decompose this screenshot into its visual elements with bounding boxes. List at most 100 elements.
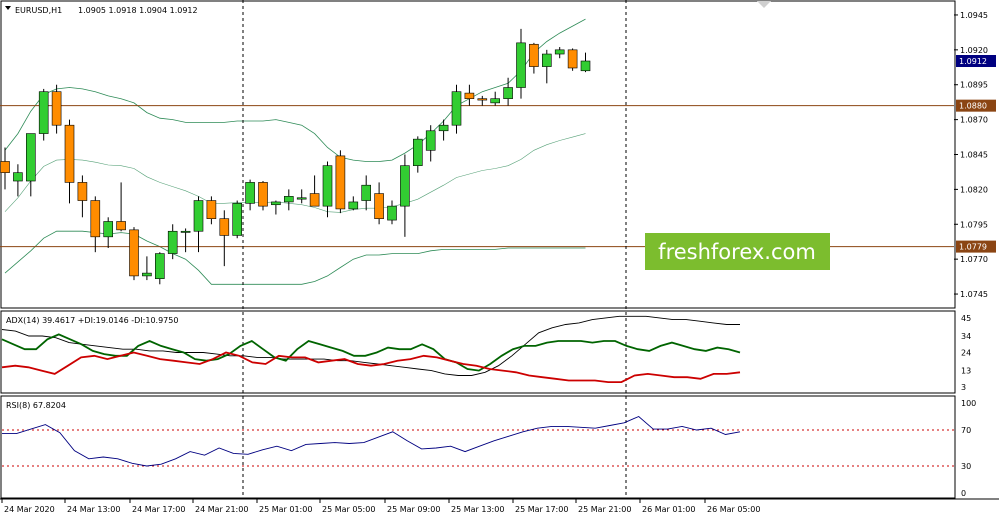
- candle: [116, 182, 126, 232]
- current-price-tag-background: [956, 55, 996, 68]
- candle: [335, 150, 346, 214]
- level-tag-background: [956, 240, 996, 253]
- candle-body-bull: [271, 201, 281, 206]
- candle: [503, 77, 513, 106]
- candle-body-bull: [490, 98, 501, 104]
- candle-body-bear: [374, 193, 384, 219]
- candle: [361, 175, 372, 211]
- adx-title: ADX(14) 39.4617 +DI:19.0146 -DI:10.9750: [6, 316, 178, 325]
- candle: [167, 224, 178, 260]
- candle-body-bear: [51, 91, 62, 126]
- candle-body-bear: [309, 193, 320, 207]
- candle: [0, 147, 10, 190]
- current-price-tag-label: 1.0912: [959, 57, 987, 66]
- candle: [129, 227, 139, 281]
- bollinger-bands: [4, 18, 586, 285]
- candle: [258, 181, 268, 211]
- candle-body-bull: [361, 184, 372, 201]
- candle: [348, 196, 359, 211]
- candle: [309, 175, 320, 207]
- adx-axis-ticks: 45 34 24 13 3: [961, 314, 971, 392]
- time-tick-label: 25 Mar 05:00: [322, 505, 375, 514]
- candle: [219, 210, 230, 267]
- candle: [451, 84, 462, 134]
- candles: [0, 28, 591, 285]
- candle-body-bear: [529, 43, 539, 67]
- candle: [567, 48, 578, 71]
- candle-body-bull: [451, 91, 462, 126]
- candle: [38, 88, 49, 141]
- time-tick-label: 24 Mar 17:00: [132, 505, 185, 514]
- candle: [490, 91, 501, 106]
- candle: [103, 217, 113, 248]
- candle-body-bull: [103, 221, 113, 238]
- adx-tick-label: 45: [961, 314, 971, 323]
- rsi-tick-label: 100: [961, 399, 976, 408]
- candle: [90, 196, 101, 253]
- candle-body-bull: [283, 196, 294, 203]
- time-tick-label: 24 Mar 13:00: [67, 505, 120, 514]
- time-tick-label: 24 Mar 21:00: [195, 505, 248, 514]
- price-tick-label: 1.0920: [960, 46, 988, 55]
- candle-body-bull: [322, 165, 333, 207]
- candle: [516, 28, 526, 99]
- rsi-panel-frame: [0, 395, 956, 499]
- watermark: freshforex.com: [645, 233, 830, 270]
- adx-tick-label: 24: [961, 349, 971, 358]
- candle-body-bear: [0, 161, 10, 173]
- rsi-tick-label: 0: [961, 489, 966, 498]
- candle: [77, 175, 88, 218]
- candle-body-bear: [64, 124, 75, 183]
- price-tick-label: 1.0770: [960, 255, 988, 264]
- candle-body-bull: [167, 230, 178, 254]
- candle-body-bull: [554, 49, 565, 55]
- level-tag-background: [956, 99, 996, 112]
- time-tick-label: 25 Mar 13:00: [451, 505, 504, 514]
- candle-body-bull: [348, 201, 359, 210]
- adx-series-adx-line: [1, 315, 740, 376]
- symbol-label: EURUSD,H1: [15, 6, 62, 15]
- candle: [477, 95, 488, 106]
- candle: [232, 200, 242, 239]
- time-axis-labels: 24 Mar 2020 24 Mar 13:00 24 Mar 17:00 24 Ma…: [1, 499, 760, 514]
- shift-marker-icon[interactable]: [757, 1, 771, 8]
- candle: [374, 182, 384, 225]
- watermark-text: freshforex.com: [658, 240, 816, 264]
- candle-body-bear: [206, 200, 217, 219]
- candle: [554, 47, 565, 59]
- price-tick-label: 1.0870: [960, 116, 988, 125]
- symbol-header: EURUSD,H1 1.0905 1.0918 1.0904 1.0912: [5, 6, 198, 15]
- collapse-triangle-icon[interactable]: [5, 6, 11, 10]
- price-tick-label: 1.0820: [960, 185, 988, 194]
- vertical-separators: [242, 0, 627, 498]
- candle: [400, 154, 410, 237]
- candle-body-bull: [400, 165, 410, 207]
- time-tick-label: 25 Mar 09:00: [387, 505, 440, 514]
- adx-lines: [1, 315, 741, 384]
- candle-body-bear: [90, 200, 101, 238]
- candle: [271, 200, 281, 215]
- candle-body-bull: [438, 124, 449, 132]
- time-tick-label: 25 Mar 21:00: [578, 505, 631, 514]
- candle: [142, 256, 152, 281]
- price-tick-label: 1.0845: [960, 151, 988, 160]
- rsi-series-line: [2, 415, 741, 467]
- time-tick-label: 25 Mar 17:00: [515, 505, 568, 514]
- candle-body-bear: [477, 98, 488, 101]
- candle: [541, 49, 552, 84]
- candle: [412, 136, 423, 173]
- candle-body-bull: [541, 53, 552, 67]
- candle: [464, 84, 475, 106]
- rsi-tick-label: 30: [961, 462, 971, 471]
- time-tick-label: 24 Mar 2020: [4, 505, 55, 514]
- level-tag-label: 1.0779: [959, 243, 987, 252]
- price-tick-label: 1.0795: [960, 220, 988, 229]
- candle: [387, 200, 397, 225]
- candle-body-bull: [180, 230, 191, 233]
- candle: [193, 196, 204, 253]
- candle: [322, 161, 333, 218]
- price-tags: 1.0880 1.0779 1.0912: [956, 55, 996, 253]
- candle: [283, 189, 294, 211]
- time-tick-label: 26 Mar 05:00: [707, 505, 760, 514]
